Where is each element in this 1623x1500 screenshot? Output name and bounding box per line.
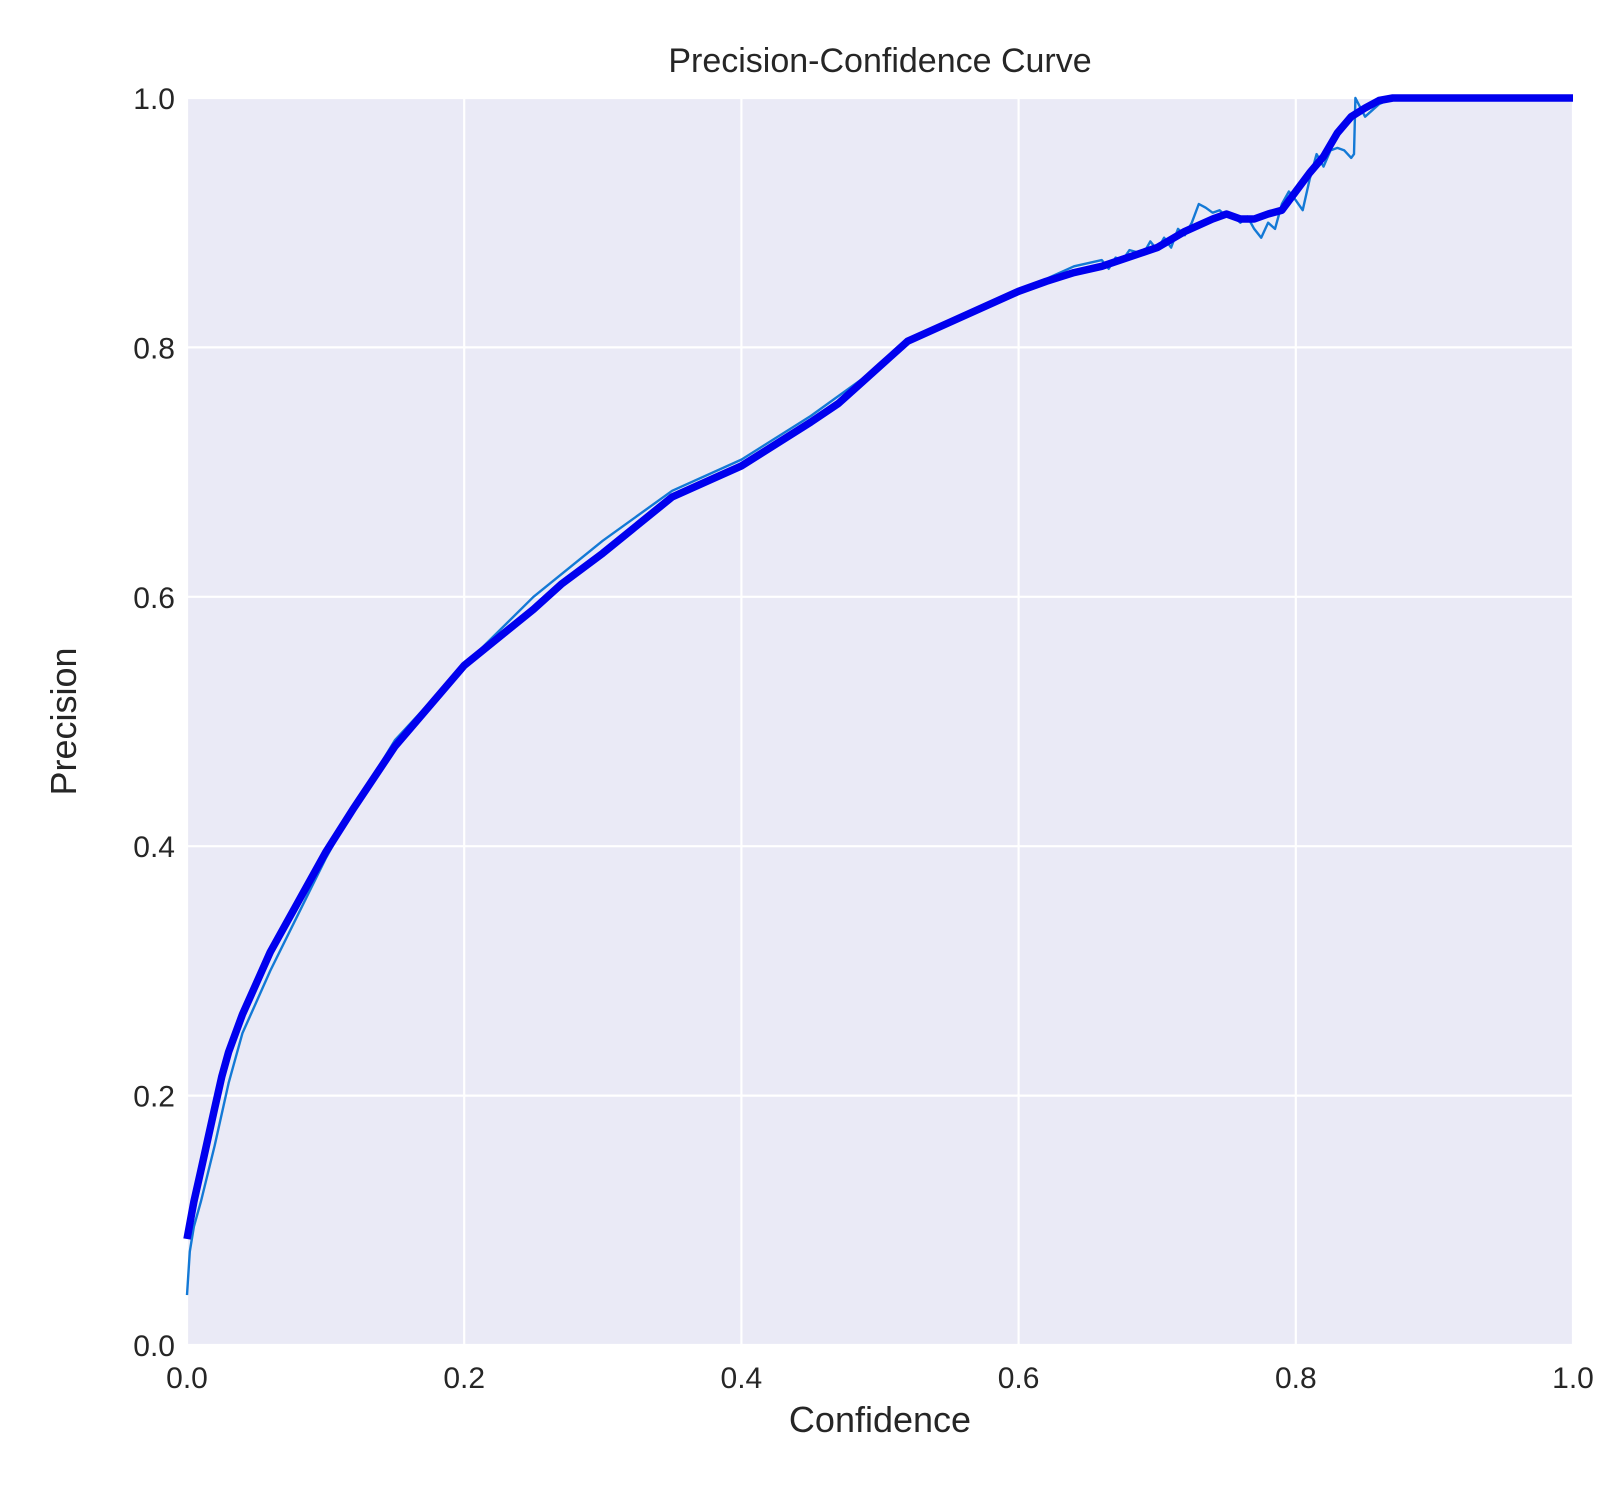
x-tick-label: 1.0 bbox=[1552, 1362, 1594, 1395]
x-tick-label: 0.6 bbox=[998, 1362, 1040, 1395]
y-tick-label: 0.0 bbox=[133, 1330, 175, 1363]
x-tick-label: 0.2 bbox=[443, 1362, 485, 1395]
y-tick-label: 0.4 bbox=[133, 831, 175, 864]
series-layer bbox=[183, 94, 1573, 1296]
y-tick-label: 1.0 bbox=[133, 83, 175, 116]
tick-labels: 0.0 0.2 0.4 0.6 0.8 1.0 0.0 0.2 0.4 0.6 0.8 1.0 bbox=[133, 83, 1594, 1395]
plot-background bbox=[187, 98, 1573, 1345]
x-tick-label: 0.0 bbox=[166, 1362, 208, 1395]
x-tick-label: 0.8 bbox=[1275, 1362, 1317, 1395]
grid-lines bbox=[185, 96, 1575, 1347]
x-tick-label: 0.4 bbox=[721, 1362, 763, 1395]
smoothed-precision-line bbox=[183, 94, 1573, 1240]
y-tick-label: 0.6 bbox=[133, 582, 175, 615]
y-tick-label: 0.2 bbox=[133, 1081, 175, 1114]
raw-precision-line bbox=[185, 96, 1573, 1296]
x-axis-label: Confidence bbox=[789, 1399, 971, 1440]
y-tick-label: 0.8 bbox=[133, 332, 175, 365]
y-axis-label: Precision bbox=[43, 647, 84, 795]
chart-title: Precision-Confidence Curve bbox=[668, 42, 1091, 80]
